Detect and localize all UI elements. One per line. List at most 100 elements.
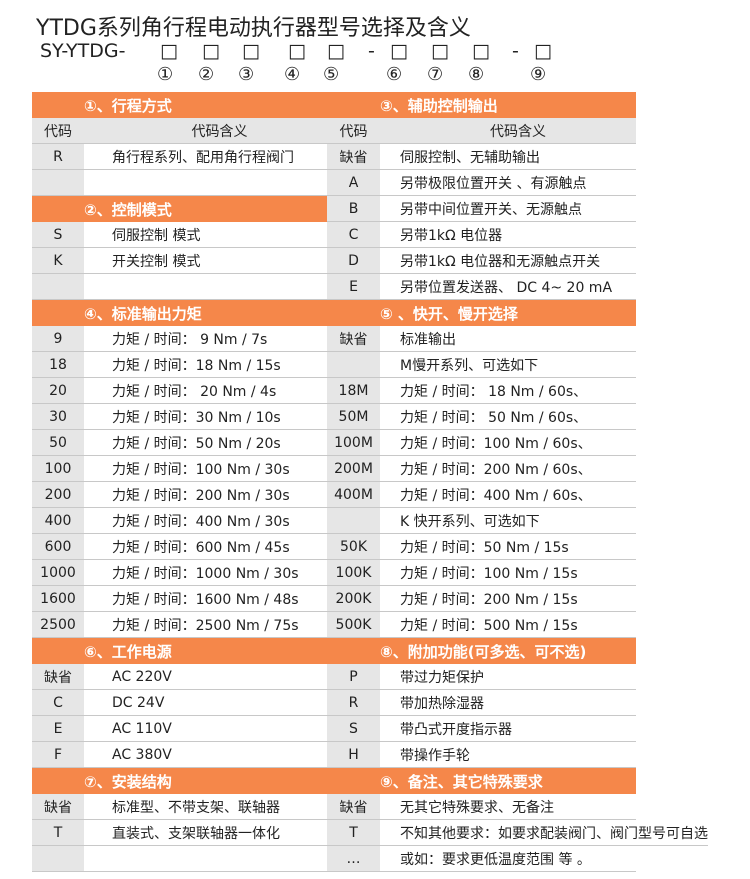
model-box: □ — [390, 40, 408, 62]
table-row: E 另带位置发送器、 DC 4~ 20 mA — [327, 274, 636, 300]
table-row: M慢开系列、可选如下 — [327, 352, 636, 378]
code-cell: 400 — [32, 508, 84, 534]
table-row: 200M 力矩 / 时间：200 Nm / 60s、 — [327, 456, 636, 482]
page-title: YTDG系列角行程电动执行器型号选择及含义 — [36, 16, 471, 41]
meaning-cell: 伺服控制、无辅助输出 — [380, 144, 636, 170]
meaning-cell: 带加热除湿器 — [380, 690, 636, 716]
code-cell: 缺省 — [327, 326, 380, 352]
meaning-column-header: 代码含义 — [84, 118, 327, 144]
column-header-row: 代码 代码含义 — [327, 118, 636, 144]
code-cell: K — [32, 248, 84, 274]
meaning-cell: DC 24V — [84, 690, 327, 716]
code-cell: 9 — [32, 326, 84, 352]
code-cell: 100 — [32, 456, 84, 482]
table-row: 50 力矩 / 时间：50 Nm / 20s — [32, 430, 327, 456]
code-cell — [32, 846, 84, 872]
code-cell: 400M — [327, 482, 380, 508]
table-row: 30 力矩 / 时间：30 Nm / 10s — [32, 404, 327, 430]
code-cell: 缺省 — [327, 794, 380, 820]
meaning-cell: 力矩 / 时间：100 Nm / 60s、 — [380, 430, 636, 456]
table-row: C DC 24V — [32, 690, 327, 716]
table-row: 600 力矩 / 时间：600 Nm / 45s — [32, 534, 327, 560]
section-title: ⑥、工作电源 — [84, 642, 172, 661]
meaning-cell: 另带极限位置开关 、有源触点 — [380, 170, 636, 196]
meaning-cell: 力矩 / 时间： 18 Nm / 60s、 — [380, 378, 636, 404]
model-box: □ — [242, 40, 260, 62]
position-number: ④ — [284, 64, 301, 85]
code-cell: 50K — [327, 534, 380, 560]
table-row: 缺省 标准输出 — [327, 326, 636, 352]
section-header: ③、辅助控制输出 — [327, 92, 636, 118]
code-cell: F — [32, 742, 84, 768]
table-row — [32, 274, 327, 300]
section-header: ①、行程方式 — [32, 92, 327, 118]
code-cell: S — [327, 716, 380, 742]
code-cell: T — [327, 820, 380, 846]
code-cell — [32, 274, 84, 300]
column-header-row: 代码 代码含义 — [32, 118, 327, 144]
meaning-cell — [84, 846, 327, 872]
meaning-cell: 力矩 / 时间：1000 Nm / 30s — [84, 560, 327, 586]
table-row: 400M 力矩 / 时间：400 Nm / 60s、 — [327, 482, 636, 508]
table-row: 50K 力矩 / 时间：50 Nm / 15s — [327, 534, 636, 560]
code-cell: 50 — [32, 430, 84, 456]
table-row: F AC 380V — [32, 742, 327, 768]
model-dash: - — [512, 40, 519, 62]
meaning-cell: 另带1kΩ 电位器和无源触点开关 — [380, 248, 636, 274]
section-title: ②、控制模式 — [84, 200, 172, 219]
code-cell: C — [32, 690, 84, 716]
model-dash: - — [368, 40, 375, 62]
meaning-cell: 力矩 / 时间：100 Nm / 15s — [380, 560, 636, 586]
code-cell: 20 — [32, 378, 84, 404]
code-cell: 1000 — [32, 560, 84, 586]
meaning-cell: 直装式、支架联轴器一体化 — [84, 820, 327, 846]
meaning-cell: AC 220V — [84, 664, 327, 690]
table-row: 缺省 标准型、不带支架、联轴器 — [32, 794, 327, 820]
code-cell: 200 — [32, 482, 84, 508]
meaning-cell: AC 380V — [84, 742, 327, 768]
code-cell: 18M — [327, 378, 380, 404]
section-header: ⑦、安装结构 — [32, 768, 327, 794]
model-box: □ — [160, 40, 178, 62]
meaning-cell: 开关控制 模式 — [84, 248, 327, 274]
meaning-cell: 标准输出 — [380, 326, 636, 352]
meaning-cell: AC 110V — [84, 716, 327, 742]
code-cell: 200M — [327, 456, 380, 482]
meaning-cell: 力矩 / 时间：200 Nm / 30s — [84, 482, 327, 508]
meaning-cell: 力矩 / 时间：30 Nm / 10s — [84, 404, 327, 430]
code-cell: 600 — [32, 534, 84, 560]
code-cell: 缺省 — [32, 664, 84, 690]
model-box: □ — [288, 40, 306, 62]
code-cell: T — [32, 820, 84, 846]
table-row — [32, 170, 327, 196]
table-row: 缺省 伺服控制、无辅助输出 — [327, 144, 636, 170]
meaning-cell: 伺服控制 模式 — [84, 222, 327, 248]
table-row: 缺省 无其它特殊要求、无备注 — [327, 794, 636, 820]
table-row: 1600 力矩 / 时间：1600 Nm / 48s — [32, 586, 327, 612]
section-header: ⑤ 、快开、慢开选择 — [327, 300, 636, 326]
code-cell: 缺省 — [32, 794, 84, 820]
meaning-cell — [84, 274, 327, 300]
code-cell: 100M — [327, 430, 380, 456]
table-row — [32, 846, 327, 872]
section-header: ⑧、附加功能(可多选、可不选) — [327, 638, 636, 664]
code-cell: P — [327, 664, 380, 690]
meaning-cell: 另带中间位置开关、无源触点 — [380, 196, 636, 222]
table-row: D 另带1kΩ 电位器和无源触点开关 — [327, 248, 636, 274]
table-row: 200K 力矩 / 时间：200 Nm / 15s — [327, 586, 636, 612]
table-row: B 另带中间位置开关、无源触点 — [327, 196, 636, 222]
code-cell: … — [327, 846, 380, 872]
code-cell: 18 — [32, 352, 84, 378]
section-header: ⑥、工作电源 — [32, 638, 327, 664]
section-title: ⑦、安装结构 — [84, 772, 172, 791]
table-row: 18 力矩 / 时间：18 Nm / 15s — [32, 352, 327, 378]
code-cell: B — [327, 196, 380, 222]
section-header: ②、控制模式 — [32, 196, 327, 222]
table-row: K 快开系列、可选如下 — [327, 508, 636, 534]
meaning-cell: 力矩 / 时间：600 Nm / 45s — [84, 534, 327, 560]
code-column-header: 代码 — [327, 118, 380, 144]
meaning-column-header: 代码含义 — [380, 118, 636, 144]
meaning-cell: M慢开系列、可选如下 — [380, 352, 636, 378]
position-number: ⑤ — [323, 64, 340, 85]
table-row: 2500 力矩 / 时间：2500 Nm / 75s — [32, 612, 327, 638]
